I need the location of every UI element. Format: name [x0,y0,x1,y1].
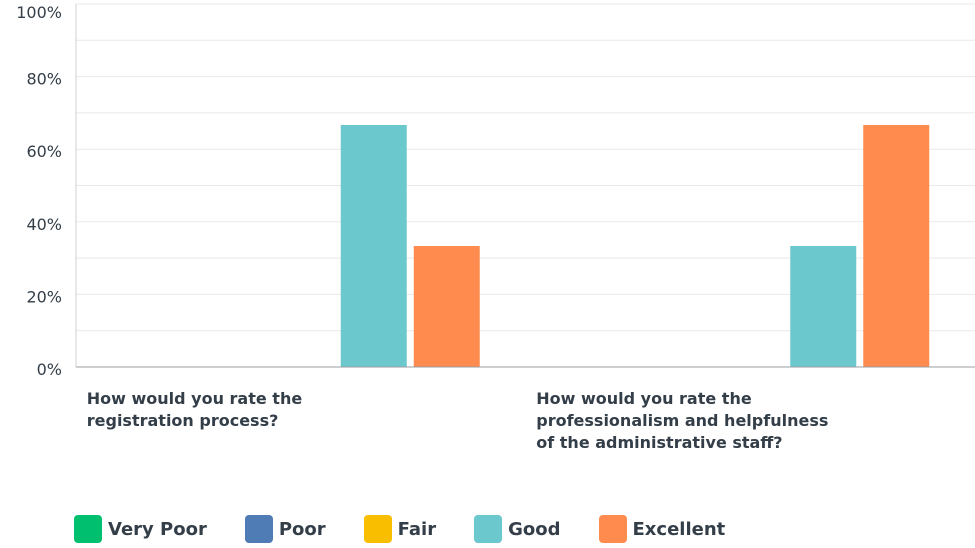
legend-item: Very Poor [74,515,207,543]
x-category-label-line: How would you rate the [536,389,752,408]
legend-label: Poor [278,518,326,540]
legend-label: Fair [397,518,437,540]
y-tick-label: 80% [26,70,62,89]
legend-swatch [474,515,503,543]
y-tick-label: 40% [26,215,62,234]
legend-item: Poor [244,515,326,543]
y-tick-label: 60% [26,142,62,161]
legend-item: Excellent [598,515,726,543]
legend-item: Good [474,515,561,543]
legend: Very Poor Poor Fair Good Excellent [74,514,763,544]
legend-label: Good [508,518,561,540]
legend-swatch [244,515,273,543]
bar-good [340,124,407,367]
y-tick-label: 0% [37,360,62,379]
legend-label: Very Poor [108,518,207,540]
bars [340,124,930,367]
x-category-label-line: of the administrative staff? [536,433,783,452]
y-tick-label: 20% [26,287,62,306]
x-category-label: How would you rate the registration proce… [87,388,407,432]
bar-good [790,246,857,367]
y-tick-label: 100% [16,3,62,22]
gridlines [76,3,975,332]
legend-item: Fair [363,515,437,543]
x-category-label: How would you rate the professionalism an… [536,388,856,454]
y-axis-ticks: 0% 20% 40% 60% 80% 100% [16,3,62,379]
x-category-label-line: How would you rate the [86,389,303,408]
bar-excellent [863,124,930,367]
x-category-label-line: professionalism and helpfulness [536,411,829,430]
legend-swatch [598,515,627,543]
legend-swatch [74,515,102,543]
bar-excellent [413,246,480,367]
legend-swatch [363,515,392,543]
legend-label: Excellent [632,518,726,540]
x-category-label-line: registration process? [86,411,279,430]
